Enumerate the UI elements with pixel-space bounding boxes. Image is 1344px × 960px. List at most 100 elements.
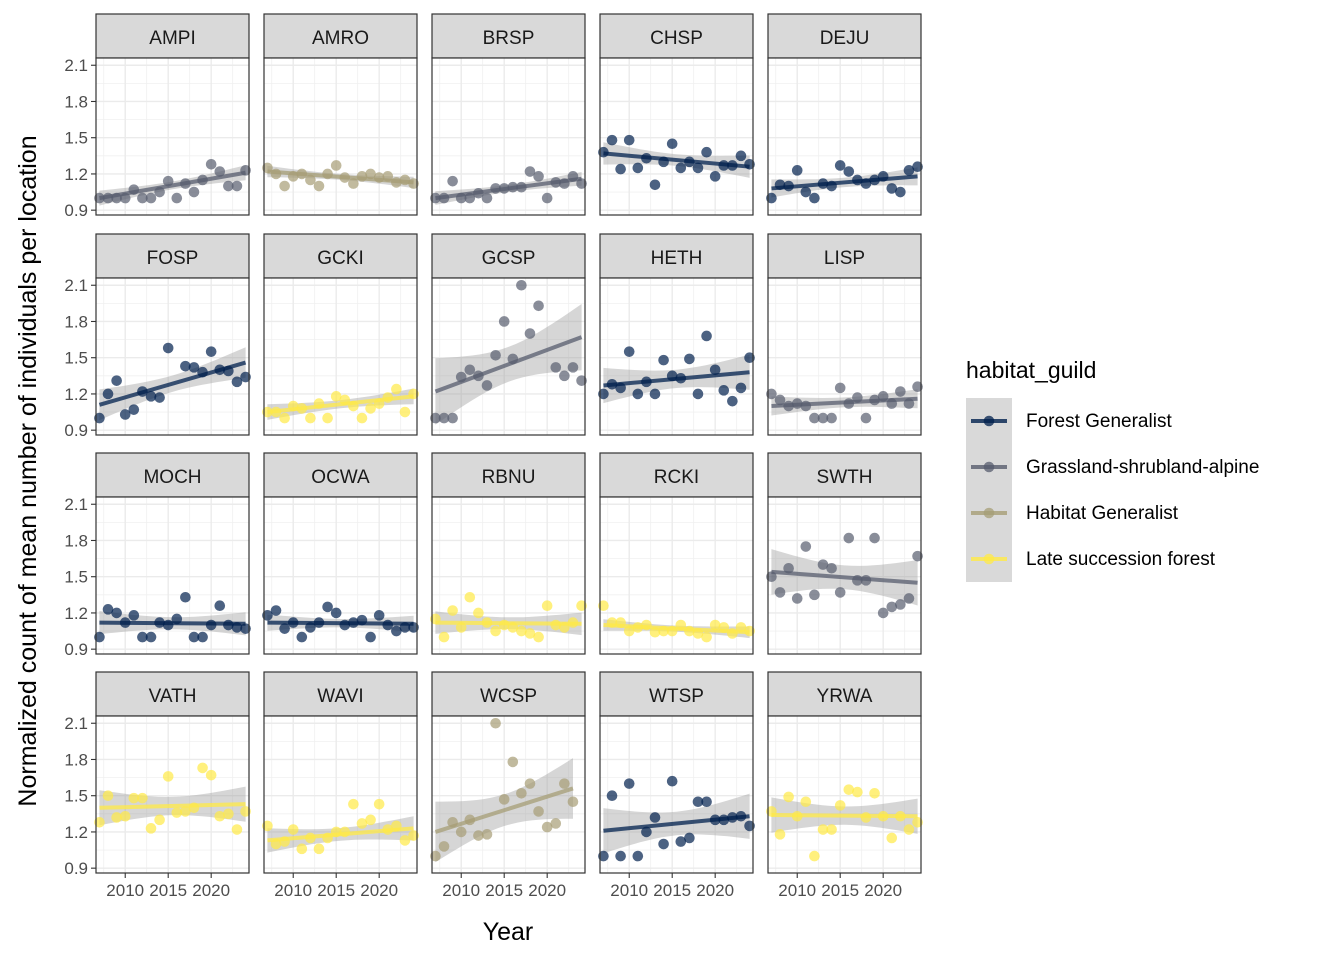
- data-point: [382, 824, 394, 835]
- facet-panel-yrwa: YRWA 2010 2015 2020: [766, 671, 923, 900]
- facet-panels: AMPI 0.9 1.2 1.5 1.8 2.1 AMRO BRSP CHSP DEJU FOSP 0…: [64, 13, 923, 900]
- data-point: [550, 818, 562, 829]
- data-point: [826, 824, 837, 835]
- data-point: [623, 625, 635, 637]
- data-point: [615, 850, 626, 862]
- y-tick-label: 1.2: [64, 604, 88, 623]
- x-tick-label: 2010: [778, 881, 816, 900]
- x-tick-label: 2010: [442, 881, 480, 900]
- data-point: [852, 786, 863, 798]
- data-point: [766, 571, 777, 583]
- legend-key-point: [983, 553, 995, 565]
- data-point: [533, 171, 544, 182]
- data-point: [877, 391, 889, 402]
- gridlines: [600, 716, 753, 873]
- data-point: [550, 619, 562, 631]
- data-point: [223, 180, 234, 192]
- facet-strip: [95, 13, 250, 59]
- legend: habitat_guild Forest Generalist Grassland…: [966, 357, 1259, 582]
- y-tick-label: 1.8: [64, 312, 88, 331]
- facet-panel-moch: MOCH 0.9 1.2 1.5 1.8 2.1: [64, 452, 251, 659]
- data-point: [305, 832, 316, 844]
- facet-strip: [95, 233, 250, 279]
- facet-label: LISP: [824, 248, 865, 269]
- data-point: [516, 787, 527, 799]
- facet-label: MOCH: [143, 467, 201, 488]
- y-tick-label: 1.8: [64, 531, 88, 550]
- data-point: [718, 385, 730, 396]
- data-point: [735, 622, 747, 633]
- data-point: [128, 610, 140, 621]
- y-tick-label: 1.5: [64, 129, 88, 148]
- data-point: [399, 835, 411, 846]
- data-point: [322, 601, 333, 613]
- data-point: [408, 622, 419, 633]
- data-point: [171, 192, 183, 204]
- data-point: [809, 850, 820, 862]
- x-tick-label: 2020: [360, 881, 398, 900]
- facet-strip: [95, 671, 250, 717]
- trend-line: [771, 569, 918, 585]
- x-tick-label: 2010: [274, 881, 312, 900]
- data-point: [408, 830, 419, 841]
- data-point: [658, 354, 669, 366]
- data-point: [684, 625, 695, 637]
- data-point: [296, 168, 308, 180]
- data-point: [727, 395, 738, 407]
- x-tick-label: 2010: [106, 881, 144, 900]
- y-tick-label: 1.5: [64, 349, 88, 368]
- facet-strip: [767, 452, 922, 498]
- data-point: [464, 364, 476, 376]
- data-point: [287, 617, 299, 628]
- data-point: [895, 186, 906, 198]
- data-point: [455, 192, 467, 204]
- data-point: [94, 192, 105, 204]
- data-point: [313, 617, 325, 628]
- data-point: [111, 375, 122, 386]
- facet-label: WCSP: [480, 686, 537, 707]
- gridlines: [96, 58, 249, 215]
- data-point: [188, 802, 200, 814]
- facet-strip: [599, 671, 754, 717]
- panel-border: [431, 277, 586, 436]
- gridlines: [432, 58, 585, 215]
- data-point: [860, 812, 872, 823]
- facet-panel-gcsp: GCSP: [430, 233, 587, 436]
- data-point: [330, 160, 342, 171]
- panel-background: [96, 716, 249, 873]
- data-point: [541, 600, 553, 611]
- data-point: [576, 600, 587, 611]
- data-point: [94, 412, 105, 424]
- data-point: [791, 398, 803, 409]
- data-point: [766, 388, 777, 400]
- data-point: [559, 178, 570, 189]
- data-point: [516, 279, 527, 291]
- panel-border: [431, 57, 586, 216]
- data-point: [399, 174, 411, 186]
- data-point: [817, 178, 829, 189]
- data-point: [279, 180, 290, 192]
- panel-background: [600, 278, 753, 435]
- trend-line: [99, 802, 246, 810]
- data-point: [279, 623, 290, 634]
- data-point: [154, 392, 165, 403]
- data-point: [744, 158, 755, 170]
- data-point: [507, 353, 519, 365]
- data-point: [615, 617, 626, 628]
- data-point: [214, 364, 226, 376]
- data-point: [576, 178, 587, 189]
- data-point: [240, 623, 251, 634]
- data-point: [912, 550, 923, 562]
- panel-border: [95, 715, 250, 874]
- data-point: [391, 820, 402, 832]
- data-point: [567, 362, 579, 373]
- data-point: [162, 771, 174, 782]
- legend-key-point: [983, 507, 995, 519]
- data-point: [800, 186, 812, 198]
- data-point: [843, 532, 855, 544]
- data-point: [356, 412, 368, 424]
- data-point: [348, 178, 359, 189]
- data-point: [270, 168, 282, 180]
- data-point: [615, 382, 626, 394]
